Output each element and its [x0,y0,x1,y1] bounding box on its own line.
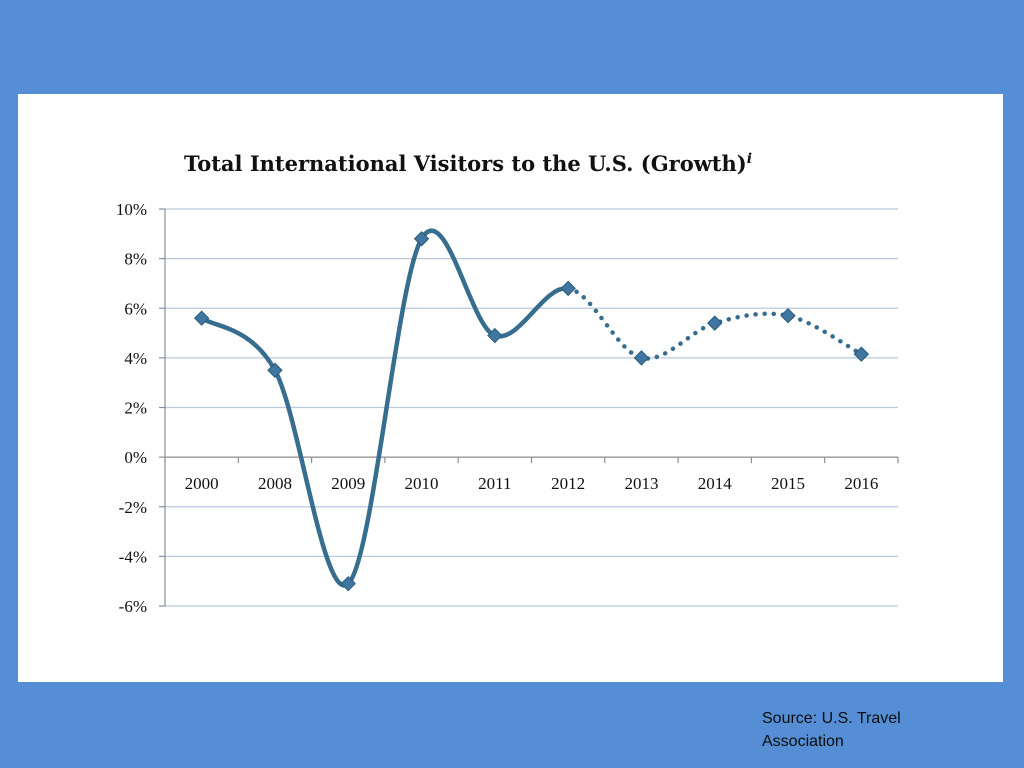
x-tick-label-2014: 2014 [698,474,733,493]
x-tick-label-2011: 2011 [478,474,511,493]
line-chart: Total International Visitors to the U.S.… [116,151,899,616]
x-tick-label-2000: 2000 [185,474,219,493]
y-tick-label: -2% [119,498,147,517]
data-point-2011 [487,327,503,344]
y-tick-labels: -6% -4% -2% 0% 2% 4% 6% 8% 10% [116,200,147,616]
data-point-2014 [707,315,723,331]
data-point-2009 [340,575,356,592]
data-point-2010 [413,231,430,247]
chart-panel: Total International Visitors to the U.S.… [18,94,1003,682]
data-markers [193,231,870,592]
y-tick-label: 6% [124,299,147,318]
data-point-2016 [853,346,870,362]
y-tick-label: 10% [116,200,147,219]
data-point-2013 [633,350,650,366]
data-point-2000 [193,310,210,326]
x-tick-label-2009: 2009 [331,474,365,493]
x-tick-label-2010: 2010 [405,474,439,493]
y-tick-label: 2% [124,399,147,418]
x-tick-label-2015: 2015 [771,474,805,493]
data-point-2008 [267,362,283,378]
source-note: Source: U.S. Travel Association [762,710,901,750]
y-tick-label: -6% [119,597,147,616]
chart-title: Total International Visitors to the U.S.… [184,151,752,176]
x-tick-label-2013: 2013 [624,474,658,493]
y-tick-label: 0% [124,448,147,467]
x-tick-label-2008: 2008 [258,474,292,493]
x-tick-label-2016: 2016 [844,474,878,493]
gridlines [165,208,898,607]
y-tick-label: 8% [124,250,147,269]
x-tick-label-2012: 2012 [551,474,585,493]
data-point-2015 [780,307,796,324]
data-point-2012 [560,280,576,297]
axes [159,208,899,607]
x-tick-labels: 2000 2008 2009 2010 2011 2012 2013 2014 2015 2016 [185,474,879,493]
y-tick-label: 4% [124,349,147,368]
y-tick-label: -4% [119,547,147,566]
